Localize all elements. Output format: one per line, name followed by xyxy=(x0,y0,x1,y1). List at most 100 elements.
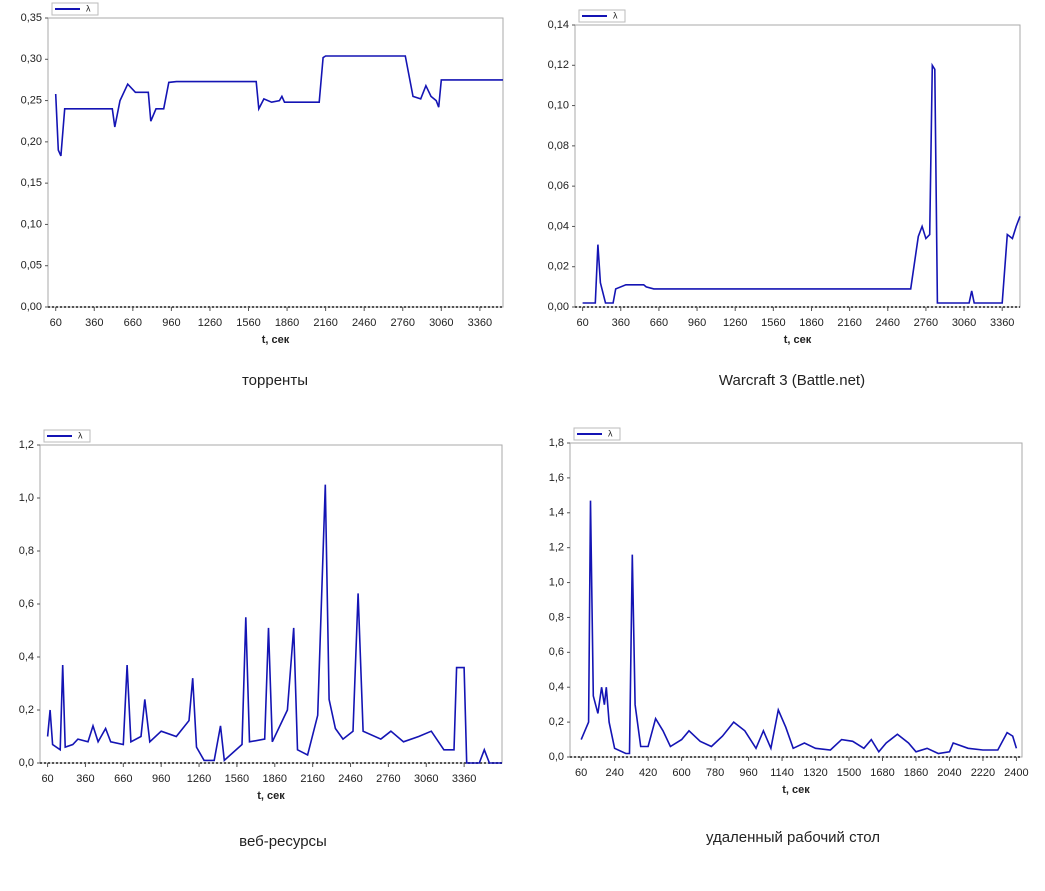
x-tick-label: 2460 xyxy=(352,317,376,329)
x-axis-label: t, сек xyxy=(784,334,812,346)
y-tick-label: 0,06 xyxy=(548,180,569,192)
series-line xyxy=(54,55,503,157)
caption: Warcraft 3 (Battle.net) xyxy=(719,372,865,389)
x-tick-label: 1140 xyxy=(770,767,794,779)
chart: 0,00 0,05 0,10 0,15 0,20 0,25 0,30 0,35 60 360 660… xyxy=(21,2,504,389)
x-tick-label: 2460 xyxy=(338,773,362,785)
x-tick-label: 3360 xyxy=(990,317,1014,329)
x-tick-label: 960 xyxy=(152,773,170,785)
y-tick-label: 1,4 xyxy=(549,507,564,519)
x-tick-label: 60 xyxy=(575,767,587,779)
x-tick-label: 60 xyxy=(50,317,62,329)
plot-area xyxy=(574,24,1021,308)
x-tick-label: 2760 xyxy=(391,317,415,329)
series-line xyxy=(582,62,1021,304)
y-tick-label: 0,10 xyxy=(21,218,42,230)
y-tick-label: 0,08 xyxy=(548,140,569,152)
y-tick-label: 0,05 xyxy=(21,260,42,272)
plot-area xyxy=(569,442,1023,758)
x-tick-label: 1260 xyxy=(187,773,211,785)
x-tick-label: 420 xyxy=(639,767,657,779)
x-tick-label: 3360 xyxy=(452,773,476,785)
x-tick-label: 1560 xyxy=(761,317,785,329)
x-tick-label: 2760 xyxy=(376,773,400,785)
y-tick-label: 1,2 xyxy=(549,542,564,554)
x-tick-label: 1320 xyxy=(803,767,827,779)
x-tick-label: 3360 xyxy=(468,317,492,329)
y-tick-label: 0,12 xyxy=(548,59,569,71)
x-tick-label: 960 xyxy=(688,317,706,329)
legend-label: λ xyxy=(78,430,83,440)
x-tick-label: 2160 xyxy=(837,317,861,329)
caption: торренты xyxy=(242,372,308,389)
series-line xyxy=(46,484,502,764)
caption: удаленный рабочий стол xyxy=(706,829,880,846)
y-tick-label: 0,30 xyxy=(21,53,42,65)
y-tick-label: 1,0 xyxy=(19,492,34,504)
y-tick-label: 0,00 xyxy=(21,301,42,313)
y-tick-label: 0,0 xyxy=(19,757,34,769)
x-tick-label: 1260 xyxy=(198,317,222,329)
x-tick-label: 1860 xyxy=(263,773,287,785)
x-tick-label: 360 xyxy=(612,317,630,329)
x-tick-label: 360 xyxy=(76,773,94,785)
y-tick-label: 0,10 xyxy=(548,99,569,111)
x-tick-label: 1260 xyxy=(723,317,747,329)
x-tick-label: 600 xyxy=(672,767,690,779)
x-tick-label: 60 xyxy=(41,773,53,785)
y-tick-label: 0,6 xyxy=(549,646,564,658)
y-tick-label: 0,6 xyxy=(19,598,34,610)
legend-label: λ xyxy=(613,10,618,20)
y-tick-label: 1,6 xyxy=(549,472,564,484)
x-axis-label: t, сек xyxy=(262,334,290,346)
x-tick-label: 2040 xyxy=(937,767,961,779)
x-tick-label: 2220 xyxy=(971,767,995,779)
plot-area xyxy=(47,17,504,308)
chart: 0,0 0,2 0,4 0,6 0,8 1,0 1,2 60 360 660 960 1260 1560… xyxy=(19,429,503,850)
x-tick-label: 3060 xyxy=(952,317,976,329)
x-tick-label: 1560 xyxy=(225,773,249,785)
x-tick-label: 660 xyxy=(650,317,668,329)
legend-label: λ xyxy=(86,3,91,13)
x-tick-label: 240 xyxy=(605,767,623,779)
x-tick-label: 360 xyxy=(85,317,103,329)
y-tick-label: 0,0 xyxy=(549,751,564,763)
x-axis-label: t, сек xyxy=(257,790,285,802)
y-tick-label: 0,8 xyxy=(19,545,34,557)
y-tick-label: 1,2 xyxy=(19,439,34,451)
x-tick-label: 2160 xyxy=(313,317,337,329)
x-axis-label: t, сек xyxy=(782,784,810,796)
y-tick-label: 0,4 xyxy=(549,681,564,693)
y-tick-label: 0,8 xyxy=(549,611,564,623)
y-tick-label: 0,2 xyxy=(549,716,564,728)
caption: веб-ресурсы xyxy=(239,833,327,850)
x-tick-label: 3060 xyxy=(429,317,453,329)
x-tick-label: 960 xyxy=(162,317,180,329)
chart: 0,00 0,02 0,04 0,06 0,08 0,10 0,12 0,14 60 360 660… xyxy=(548,9,1021,389)
x-tick-label: 1500 xyxy=(837,767,861,779)
x-tick-label: 2760 xyxy=(914,317,938,329)
x-tick-label: 1860 xyxy=(799,317,823,329)
y-tick-label: 0,00 xyxy=(548,301,569,313)
y-tick-label: 0,2 xyxy=(19,704,34,716)
x-tick-label: 60 xyxy=(577,317,589,329)
y-tick-label: 0,35 xyxy=(21,12,42,24)
x-tick-label: 660 xyxy=(114,773,132,785)
series-line xyxy=(580,500,1018,755)
x-tick-label: 2400 xyxy=(1004,767,1028,779)
y-tick-label: 0,4 xyxy=(19,651,34,663)
x-tick-label: 780 xyxy=(706,767,724,779)
x-tick-label: 960 xyxy=(739,767,757,779)
x-tick-label: 2160 xyxy=(300,773,324,785)
y-tick-label: 0,14 xyxy=(548,19,569,31)
y-tick-label: 0,20 xyxy=(21,136,42,148)
chart: 0,0 0,2 0,4 0,6 0,8 1,0 1,2 1,4 1,6 1,8 60 240 420 60… xyxy=(549,427,1029,846)
y-tick-label: 0,02 xyxy=(548,261,569,273)
x-tick-label: 1860 xyxy=(904,767,928,779)
legend-label: λ xyxy=(608,428,613,438)
y-tick-label: 0,04 xyxy=(548,220,569,232)
x-tick-label: 1860 xyxy=(275,317,299,329)
x-tick-label: 1680 xyxy=(870,767,894,779)
y-tick-label: 0,25 xyxy=(21,94,42,106)
